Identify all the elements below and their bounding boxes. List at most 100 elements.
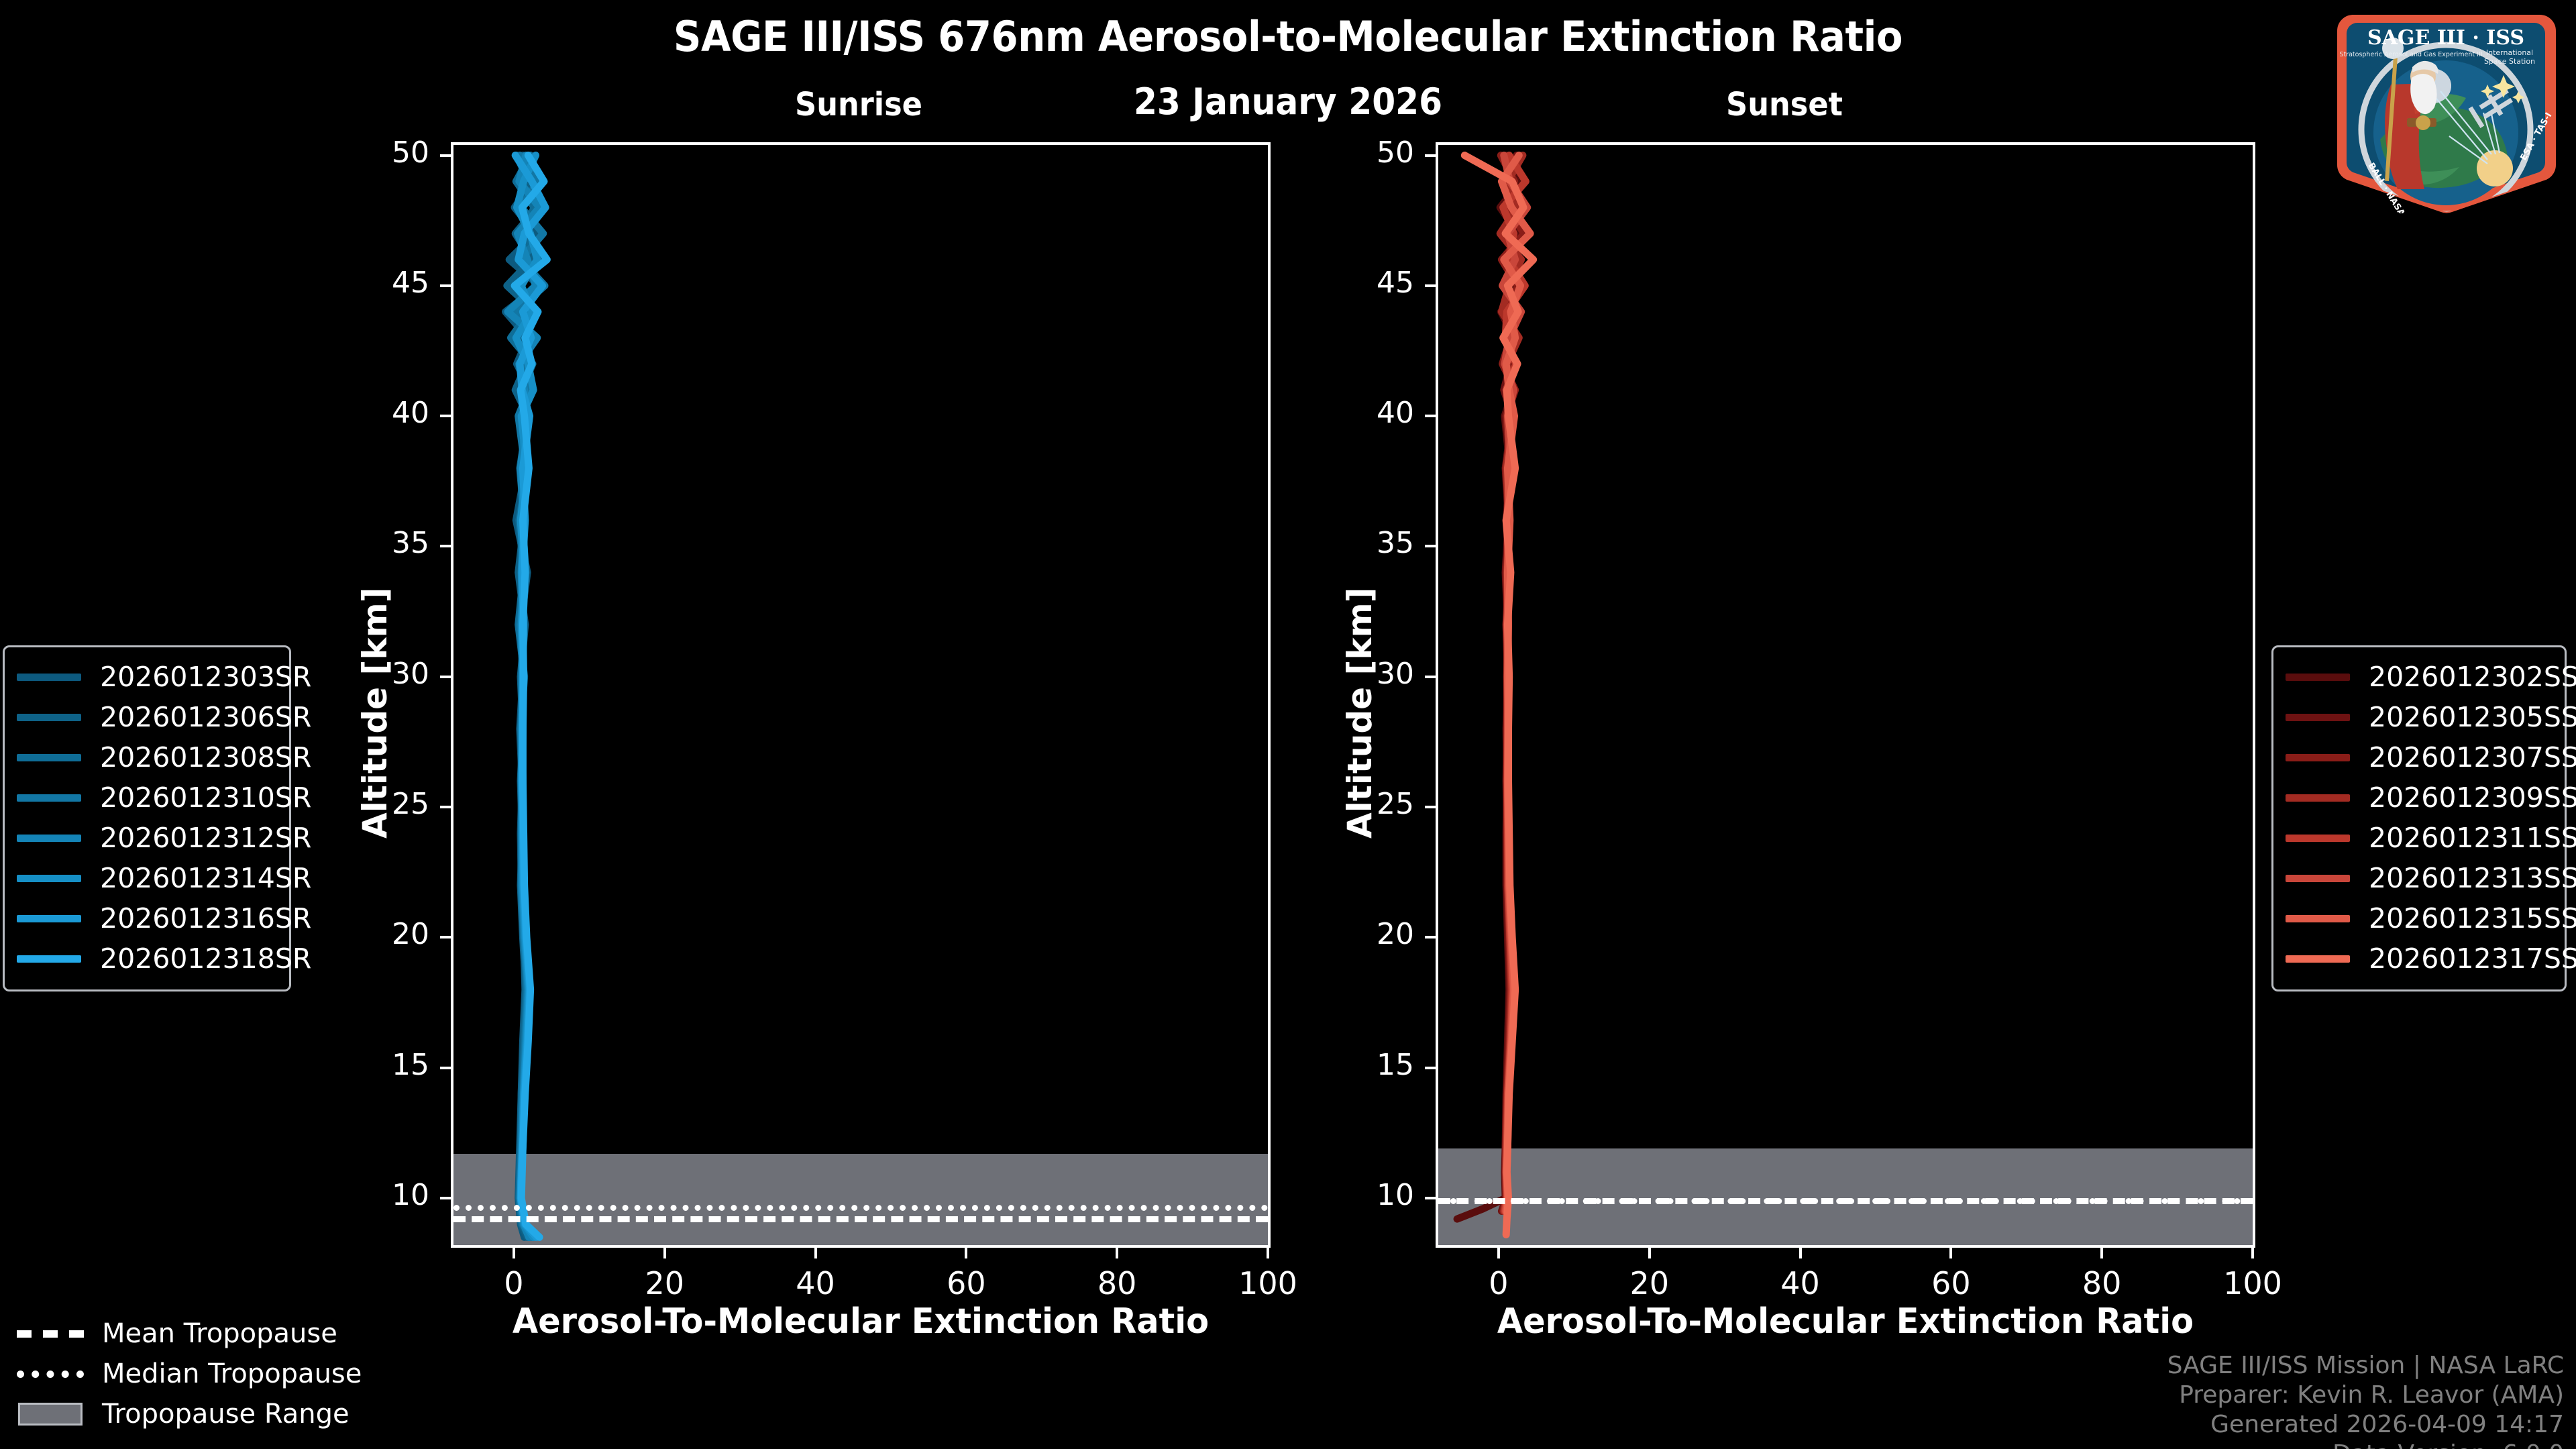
legend-item[interactable]: 2026012316SR [17,898,311,938]
tropopause-legend-glyph [18,1403,83,1426]
legend-item-label: 2026012315SS [2369,902,2576,934]
legend-color-swatch [17,794,81,802]
legend-sunset[interactable]: 2026012302SS 2026012305SS 2026012307SS 2026… [2271,645,2576,991]
tropopause-legend-glyph [17,1370,84,1378]
y-tick-label: 30 [392,656,429,691]
x-tick-label: 60 [1931,1265,1971,1301]
tropopause-legend-label: Median Tropopause [102,1358,362,1389]
page-title: SAGE III/ISS 676nm Aerosol-to-Molecular … [673,12,1903,61]
legend-item[interactable]: 2026012306SR [17,697,311,737]
series-lines-sunset [1453,152,1538,1238]
legend-item-label: 2026012307SS [2369,741,2576,773]
y-tick-label: 20 [1377,917,1414,952]
legend-item[interactable]: 2026012311SS [2286,818,2576,858]
legend-item-label: 2026012305SS [2369,701,2576,733]
credits-line-1: SAGE III/ISS Mission | NASA LaRC [2167,1352,2564,1379]
series-lines-sunrise [502,152,551,1241]
legend-color-swatch [17,713,81,721]
logo-subtitle-right-1: International [2486,48,2533,57]
legend-item-label: 2026012306SR [100,701,312,733]
legend-item[interactable]: 2026012317SS [2286,938,2576,979]
x-tick-mark [663,1248,666,1258]
y-tick-label: 10 [392,1178,429,1213]
x-tick-label: 80 [1097,1265,1137,1301]
legend-color-swatch [17,914,81,922]
legend-item-label: 2026012316SR [100,902,312,934]
legend-item[interactable]: 2026012308SR [17,737,311,777]
y-tick-mark [440,1066,451,1069]
legend-item[interactable]: 2026012310SR [17,777,311,818]
y-tick-label: 25 [392,787,429,822]
x-tick-mark [1949,1248,1953,1258]
mean-tropopause-line-sunrise [453,1216,1268,1223]
y-tick-label: 40 [1377,396,1414,431]
x-tick-label: 40 [796,1265,835,1301]
y-tick-label: 30 [1377,656,1414,691]
y-tick-mark [1425,415,1436,418]
y-tick-mark [1425,545,1436,548]
x-tick-label: 100 [1238,1265,1297,1301]
legend-sunrise[interactable]: 2026012303SR 2026012306SR 2026012308SR 2026… [3,645,311,991]
series-line [511,152,551,1241]
y-tick-mark [1425,154,1436,157]
tropopause-legend-key-dotted [13,1370,87,1378]
tropopause-legend-key-dashed [13,1330,87,1338]
x-tick-label: 0 [504,1265,524,1301]
legend-item-label: 2026012311SS [2369,822,2576,854]
series-line [1460,152,1538,1238]
y-tick-label: 10 [1377,1178,1414,1213]
tropopause-legend-key-band [13,1403,87,1426]
x-tick-mark [1648,1248,1651,1258]
plot-area-sunrise [451,142,1271,1248]
legend-item[interactable]: 2026012312SR [17,818,311,858]
y-tick-mark [1425,936,1436,939]
legend-item[interactable]: 2026012313SS [2286,858,2576,898]
x-tick-mark [512,1248,515,1258]
tropopause-legend-item: Mean Tropopause [13,1313,362,1354]
legend-item[interactable]: 2026012309SS [2286,777,2576,818]
tropopause-legend-label: Tropopause Range [102,1399,350,1430]
legend-color-swatch [2286,874,2350,882]
x-tick-mark [1267,1248,1269,1258]
legend-item-label: 2026012312SR [100,822,312,854]
legend-color-swatch [2286,794,2350,802]
legend-item[interactable]: 2026012302SS [2286,657,2576,697]
x-axis-label-sunrise: Aerosol-To-Molecular Extinction Ratio [512,1301,1210,1342]
x-tick-label: 20 [1629,1265,1669,1301]
x-tick-mark [1799,1248,1802,1258]
x-tick-label: 0 [1489,1265,1509,1301]
x-tick-label: 100 [2223,1265,2282,1301]
x-axis-label-sunset: Aerosol-To-Molecular Extinction Ratio [1497,1301,2194,1342]
plot-area-sunset [1436,142,2255,1248]
legend-color-swatch [2286,955,2350,963]
sage-iii-iss-logo-icon: SAGE III · ISS Stratospheric Aerosol and… [2332,5,2560,218]
panel-title-sunset: Sunset [1726,86,1843,123]
legend-color-swatch [17,874,81,882]
legend-color-swatch [2286,914,2350,922]
date-subtitle: 23 January 2026 [1133,80,1443,123]
y-tick-label: 25 [1377,787,1414,822]
x-tick-mark [2251,1248,2254,1258]
logo-subtitle-right-2: Space Station [2484,57,2535,66]
legend-color-swatch [17,673,81,681]
x-tick-mark [2100,1248,2104,1258]
legend-item[interactable]: 2026012305SS [2286,697,2576,737]
y-tick-label: 45 [1377,265,1414,300]
legend-item[interactable]: 2026012303SR [17,657,311,697]
logo-subtitle-left: Stratospheric Aerosol and Gas Experiment… [2339,51,2482,58]
legend-item[interactable]: 2026012315SS [2286,898,2576,938]
legend-item[interactable]: 2026012307SS [2286,737,2576,777]
legend-tropopause: Mean Tropopause Median Tropopause Tropopau… [13,1313,362,1434]
tropopause-legend-item: Tropopause Range [13,1394,362,1434]
legend-color-swatch [17,955,81,963]
credits-line-4: Data Version: 6.0.0 [1960,1440,2564,1449]
y-tick-label: 40 [392,396,429,431]
legend-item[interactable]: 2026012314SR [17,858,311,898]
tropopause-range-band-sunset [1438,1148,2253,1245]
legend-item[interactable]: 2026012318SR [17,938,311,979]
y-tick-mark [1425,1066,1436,1069]
legend-color-swatch [2286,713,2350,721]
y-tick-mark [1425,806,1436,809]
legend-item-label: 2026012318SR [100,943,312,975]
